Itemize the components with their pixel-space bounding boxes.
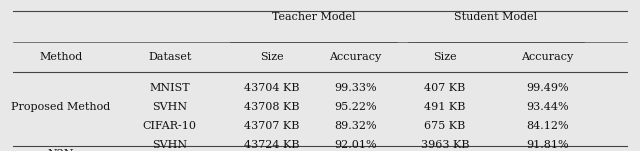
- Text: 93.44%: 93.44%: [526, 102, 568, 112]
- Text: 99.33%: 99.33%: [334, 83, 376, 93]
- Text: 84.12%: 84.12%: [526, 121, 568, 131]
- Text: Proposed Method: Proposed Method: [11, 102, 111, 112]
- Text: Teacher Model: Teacher Model: [272, 12, 355, 22]
- Text: Size: Size: [433, 52, 456, 62]
- Text: 43708 KB: 43708 KB: [244, 102, 300, 112]
- Text: Student Model: Student Model: [454, 12, 538, 22]
- Text: 3963 KB: 3963 KB: [420, 140, 469, 150]
- Text: 43704 KB: 43704 KB: [244, 83, 300, 93]
- Text: Method: Method: [39, 52, 83, 62]
- Text: N2N: N2N: [47, 149, 74, 151]
- Text: 95.22%: 95.22%: [334, 102, 376, 112]
- Text: MNIST: MNIST: [149, 83, 190, 93]
- Text: 99.49%: 99.49%: [526, 83, 568, 93]
- Text: 43707 KB: 43707 KB: [244, 121, 300, 131]
- Text: CIFAR-10: CIFAR-10: [143, 121, 196, 131]
- Text: 43724 KB: 43724 KB: [244, 140, 300, 150]
- Text: Size: Size: [260, 52, 284, 62]
- Text: 92.01%: 92.01%: [334, 140, 376, 150]
- Text: 91.81%: 91.81%: [526, 140, 568, 150]
- Text: SVHN: SVHN: [152, 102, 187, 112]
- Text: Accuracy: Accuracy: [521, 52, 573, 62]
- Text: 675 KB: 675 KB: [424, 121, 465, 131]
- Text: 89.32%: 89.32%: [334, 121, 376, 131]
- Text: SVHN: SVHN: [152, 140, 187, 150]
- Text: 491 KB: 491 KB: [424, 102, 465, 112]
- Text: Dataset: Dataset: [148, 52, 191, 62]
- Text: 407 KB: 407 KB: [424, 83, 465, 93]
- Text: Accuracy: Accuracy: [329, 52, 381, 62]
